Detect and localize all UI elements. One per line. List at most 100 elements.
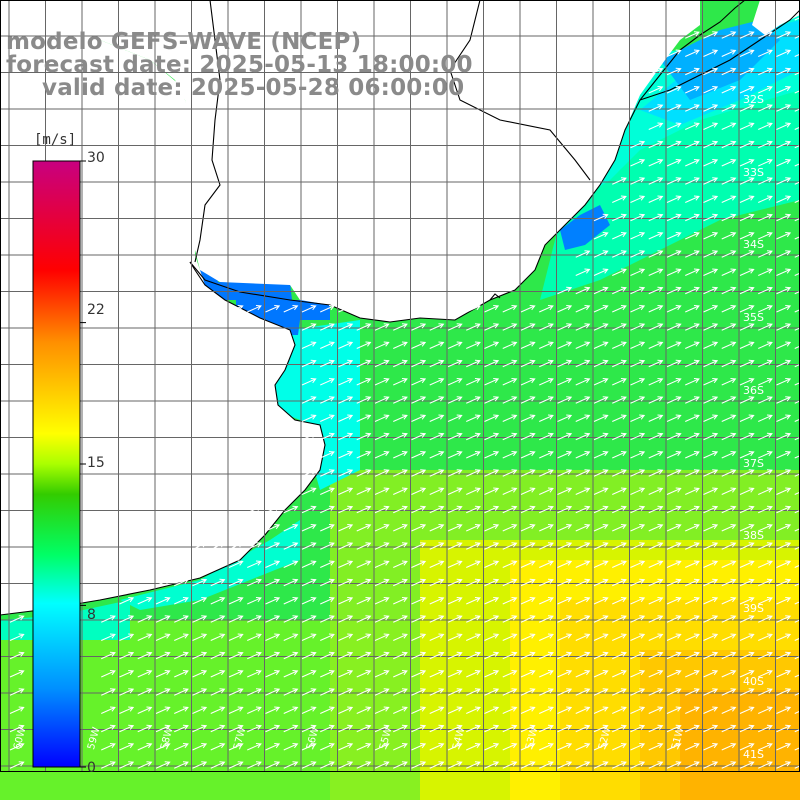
wind-arrow — [648, 359, 664, 368]
wind-arrow — [794, 272, 800, 276]
wind-arrow — [612, 596, 627, 605]
wind-arrow — [575, 250, 591, 258]
wind-arrow — [283, 761, 299, 769]
wind-arrow — [393, 706, 408, 714]
wind-arrow — [338, 651, 354, 660]
wind-arrow — [447, 669, 463, 678]
wind-arrow — [666, 688, 682, 696]
wind-arrow — [739, 104, 755, 112]
wind-arrow — [557, 596, 573, 605]
wind-arrow — [320, 742, 335, 751]
wind-arrow — [320, 633, 335, 641]
wind-arrow — [466, 523, 481, 532]
wind-arrow — [374, 341, 390, 349]
wind-arrow — [703, 31, 719, 39]
wind-arrow — [502, 377, 518, 386]
lat-label: 40S — [743, 675, 764, 688]
wind-arrow — [721, 469, 737, 477]
wind-arrow — [374, 596, 390, 605]
wind-arrow — [630, 286, 646, 295]
wind-arrow — [101, 742, 116, 751]
wind-arrow — [703, 706, 719, 714]
wind-arrow — [411, 578, 427, 587]
wind-arrow — [575, 304, 591, 313]
wind-arrow — [502, 432, 518, 441]
wind-arrow — [192, 669, 208, 678]
wind-arrow — [575, 706, 591, 714]
wind-arrow — [630, 523, 646, 532]
wind-arrow — [210, 578, 226, 587]
wind-arrow — [393, 669, 408, 678]
wind-arrow — [411, 542, 427, 550]
wind-arrow — [228, 761, 244, 769]
wind-arrow — [685, 122, 700, 130]
wind-arrow — [758, 104, 773, 112]
wind-arrow — [484, 396, 500, 404]
wind-arrow — [539, 578, 554, 587]
wind-arrow — [630, 469, 646, 477]
colorbar-tick-0: 0 — [87, 760, 96, 776]
wind-arrow — [703, 140, 719, 149]
wind-arrow — [721, 122, 737, 130]
wind-arrow — [703, 669, 719, 678]
wind-arrow — [593, 286, 609, 295]
wind-arrow — [612, 213, 627, 222]
wind-arrow — [539, 523, 554, 532]
wind-arrow — [648, 85, 664, 94]
wind-arrow — [374, 615, 390, 623]
wind-arrow — [393, 377, 408, 386]
wind-arrow — [776, 140, 792, 149]
wind-arrow — [393, 615, 408, 623]
wind-arrow — [648, 286, 664, 295]
wind-arrow — [685, 231, 700, 240]
wind-arrow — [411, 633, 427, 641]
wind-arrow — [685, 469, 700, 477]
wind-arrow — [593, 396, 609, 404]
wind-arrow — [630, 432, 646, 441]
wind-arrow — [265, 742, 281, 751]
wind-arrow — [557, 377, 573, 386]
wind-arrow — [374, 669, 390, 678]
wind-arrow — [338, 761, 354, 769]
wind-arrow — [758, 414, 773, 422]
wind-arrow — [301, 669, 317, 678]
wind-arrow — [466, 323, 481, 331]
wind-arrow — [338, 377, 354, 386]
wind-arrow — [739, 31, 755, 39]
wind-arrow — [703, 158, 719, 167]
wind-arrow — [666, 761, 682, 769]
wind-arrow — [338, 742, 354, 751]
lat-label: 38S — [743, 529, 764, 542]
wind-arrow — [429, 450, 445, 459]
wind-arrow — [119, 669, 135, 678]
wind-arrow — [685, 633, 700, 641]
wind-arrow — [685, 523, 700, 532]
wind-arrow — [539, 304, 554, 313]
wind-arrow — [612, 195, 627, 203]
wind-arrow — [393, 414, 408, 422]
wind-arrow — [758, 432, 773, 441]
wind-arrow — [119, 633, 135, 641]
wind-arrow — [593, 487, 609, 495]
wind-arrow — [575, 578, 591, 587]
wind-arrow — [466, 560, 481, 568]
wind-arrow — [557, 724, 573, 733]
wind-arrow — [429, 706, 445, 714]
wind-arrow — [520, 615, 536, 623]
wind-arrow — [301, 377, 317, 386]
wind-arrow — [557, 450, 573, 459]
wind-arrow — [265, 669, 281, 678]
wind-arrow — [429, 761, 445, 769]
wind-arrow — [338, 359, 354, 368]
wind-arrow — [794, 619, 800, 623]
wind-arrow — [666, 250, 682, 258]
wind-arrow — [685, 104, 700, 112]
wind-arrow — [703, 560, 719, 568]
wind-arrow — [575, 651, 591, 660]
wind-arrow — [648, 432, 664, 441]
wind-arrow — [429, 688, 445, 696]
wind-arrow — [101, 651, 116, 660]
wind-arrow — [520, 323, 536, 331]
wind-arrow — [520, 359, 536, 368]
wind-arrow — [374, 633, 390, 641]
